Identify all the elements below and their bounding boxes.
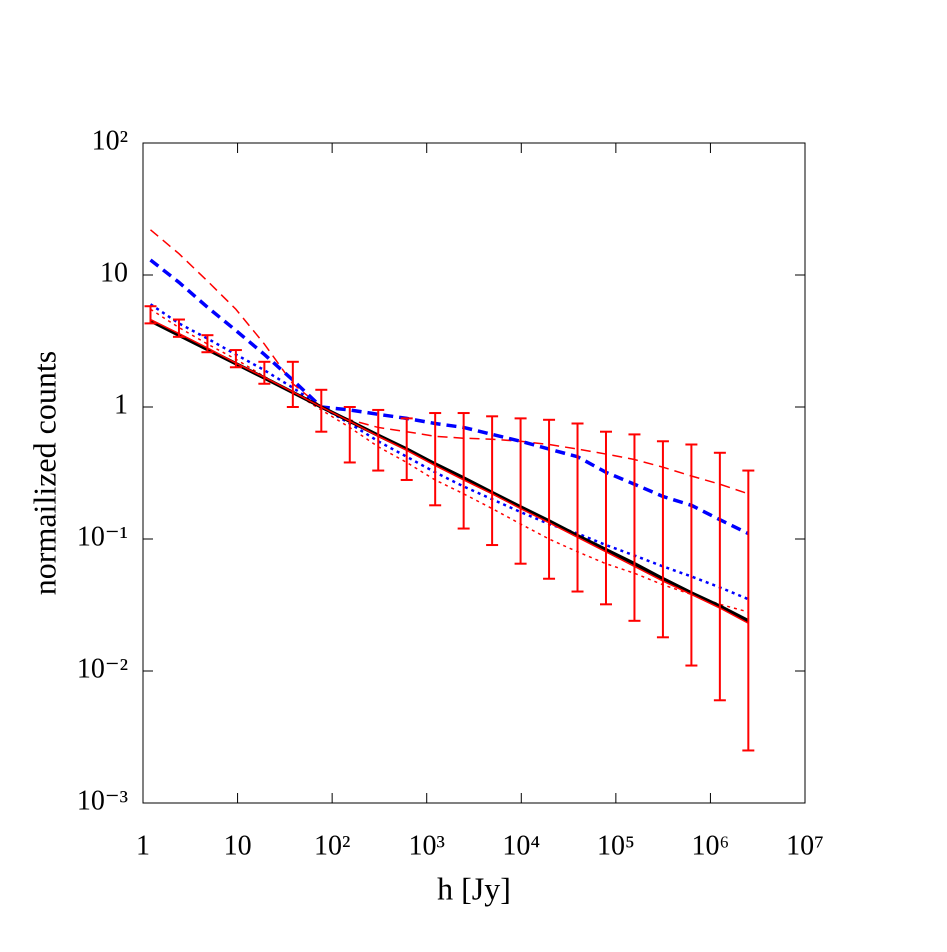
y-tick-label: 10	[100, 257, 128, 288]
x-tick-label: 1	[136, 830, 150, 861]
x-tick-label: 10³	[409, 830, 445, 861]
x-tick-label: 10⁶	[692, 830, 730, 861]
y-tick-label: 10⁻¹	[77, 521, 128, 552]
y-tick-label: 10²	[92, 125, 128, 156]
x-tick-label: 10⁷	[786, 830, 824, 861]
series-line	[150, 229, 749, 495]
y-tick-label: 10⁻³	[77, 785, 128, 816]
series-line	[150, 308, 749, 613]
x-tick-label: 10²	[314, 830, 350, 861]
plot-frame	[142, 142, 806, 804]
x-tick-label: 10⁵	[597, 830, 635, 861]
x-tick-label: 10⁴	[502, 830, 540, 861]
y-tick-label: 10⁻²	[77, 653, 128, 684]
x-tick-label: 10	[224, 830, 252, 861]
y-tick-label: 1	[114, 389, 128, 420]
series-line	[149, 303, 749, 601]
series-line	[150, 318, 749, 624]
x-axis-label: h [Jy]	[437, 870, 511, 906]
series-line	[149, 258, 750, 536]
y-axis-label: normailized counts	[26, 351, 62, 595]
